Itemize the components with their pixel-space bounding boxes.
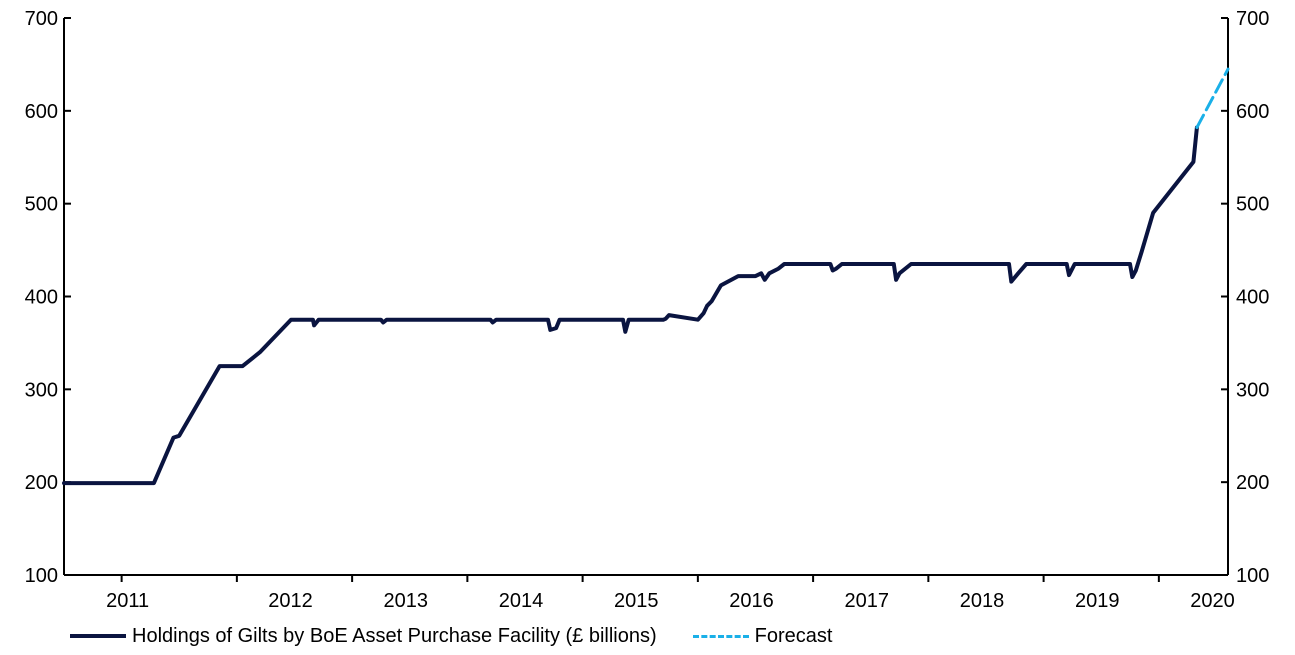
legend-swatch-forecast bbox=[692, 634, 749, 638]
y-tick-label-right: 600 bbox=[1236, 101, 1269, 123]
x-tick-label: 2020 bbox=[1190, 590, 1235, 612]
y-tick-label-left: 300 bbox=[25, 379, 58, 401]
x-tick-label: 2012 bbox=[268, 590, 313, 612]
y-tick-label-right: 500 bbox=[1236, 194, 1269, 216]
y-tick-label-left: 400 bbox=[25, 287, 58, 309]
y-tick-label-left: 100 bbox=[25, 565, 58, 587]
x-tick-label: 2016 bbox=[729, 590, 774, 612]
series-line-forecast bbox=[1195, 67, 1230, 129]
x-tick-label: 2014 bbox=[499, 590, 544, 612]
x-tick-label: 2013 bbox=[383, 590, 428, 612]
legend-item-forecast: Forecast bbox=[692, 624, 833, 648]
legend-swatch-holdings bbox=[70, 634, 126, 638]
y-tick-label-left: 600 bbox=[25, 101, 58, 123]
x-tick-label: 2019 bbox=[1075, 590, 1120, 612]
y-tick-label-right: 100 bbox=[1236, 565, 1269, 587]
x-tick-label: 2015 bbox=[614, 590, 659, 612]
x-tick-label: 2011 bbox=[106, 590, 149, 612]
y-tick-label-left: 700 bbox=[25, 8, 58, 30]
chart-axes bbox=[63, 18, 1229, 576]
x-tick-label: 2017 bbox=[844, 590, 889, 612]
y-tick-label-right: 300 bbox=[1236, 379, 1269, 401]
y-tick-label-right: 200 bbox=[1236, 472, 1269, 494]
right-y-axis-ticks: 100 200 300 400 500 600 700 bbox=[1221, 8, 1269, 587]
y-tick-label-right: 400 bbox=[1236, 287, 1269, 309]
legend-label-forecast: Forecast bbox=[754, 624, 833, 647]
x-axis-ticks: 2011 2012 2013 2014 2015 2016 2017 2018 2019 2020 bbox=[106, 575, 1235, 612]
x-tick-label: 2018 bbox=[960, 590, 1005, 612]
legend-item-holdings: Holdings of Gilts by BoE Asset Purchase … bbox=[70, 625, 657, 648]
series-line-holdings bbox=[62, 125, 1199, 486]
left-y-axis-ticks: 100 200 300 400 500 600 700 bbox=[25, 8, 71, 587]
legend-label-holdings: Holdings of Gilts by BoE Asset Purchase … bbox=[132, 624, 657, 647]
chart-legend: Holdings of Gilts by BoE Asset Purchase … bbox=[70, 622, 868, 650]
y-tick-label-left: 200 bbox=[25, 472, 58, 494]
y-tick-label-right: 700 bbox=[1236, 8, 1269, 30]
series-layer bbox=[62, 67, 1230, 486]
y-tick-label-left: 500 bbox=[25, 194, 58, 216]
